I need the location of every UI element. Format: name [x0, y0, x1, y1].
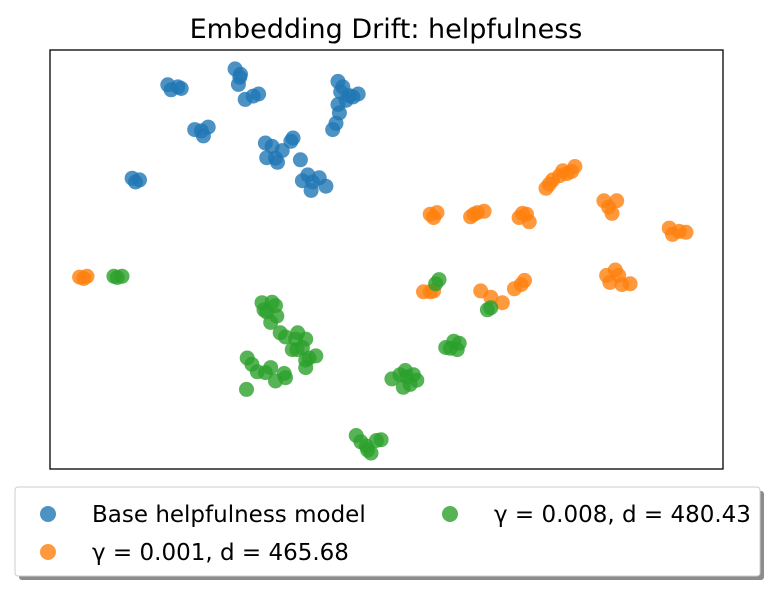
point-series-2-37	[373, 432, 389, 448]
point-series-2-30	[308, 348, 324, 364]
plot-area	[49, 49, 724, 470]
point-series-1-33	[483, 289, 499, 305]
plot-frame	[49, 49, 724, 470]
point-series-1-34	[494, 295, 510, 311]
point-series-1-2	[79, 268, 95, 284]
chart-title: Embedding Drift: helpfulness	[190, 14, 583, 45]
point-series-2-45	[409, 372, 425, 388]
point-series-1-9	[476, 203, 492, 219]
point-series-1-41	[678, 224, 694, 240]
point-series-2-35	[363, 445, 379, 461]
point-series-0-19	[270, 154, 285, 170]
point-series-0-14	[251, 86, 267, 102]
legend-label-gamma-0001: γ = 0.001, d = 465.68	[92, 540, 349, 566]
point-series-2-18	[239, 381, 254, 397]
point-series-1-5	[429, 205, 445, 221]
legend-box	[14, 486, 761, 577]
point-series-2-54	[483, 300, 499, 316]
legend-label-base: Base helpfulness model	[92, 502, 366, 528]
point-series-0-22	[285, 130, 301, 146]
point-series-2-17	[298, 331, 314, 347]
legend-marker-gamma-0001	[40, 544, 56, 560]
point-series-2-23	[263, 360, 279, 376]
point-series-1-13	[521, 214, 537, 230]
point-series-2-52	[431, 272, 447, 288]
point-series-1-37	[513, 277, 529, 293]
legend-label-gamma-0008: γ = 0.008, d = 480.43	[494, 502, 751, 528]
point-series-2-9	[269, 308, 285, 324]
point-series-1-21	[567, 159, 583, 174]
point-series-0-29	[318, 178, 334, 194]
legend-marker-gamma-0008	[442, 506, 458, 522]
point-series-0-23	[292, 152, 308, 168]
point-series-0-3	[173, 81, 189, 96]
point-series-1-24	[604, 205, 620, 221]
point-series-0-43	[132, 172, 147, 188]
legend-marker-base	[40, 506, 56, 522]
point-series-0-34	[331, 105, 347, 121]
legend: Base helpfulness model γ = 0.001, d = 46…	[14, 486, 764, 580]
point-series-2-26	[278, 370, 293, 386]
point-series-2-2	[114, 268, 130, 284]
point-series-1-25	[609, 193, 625, 209]
point-series-0-40	[350, 86, 366, 102]
point-series-0-7	[200, 119, 216, 135]
point-series-0-11	[233, 66, 248, 82]
point-series-1-31	[622, 276, 638, 292]
point-series-2-50	[451, 335, 467, 351]
points-layer	[72, 61, 694, 461]
